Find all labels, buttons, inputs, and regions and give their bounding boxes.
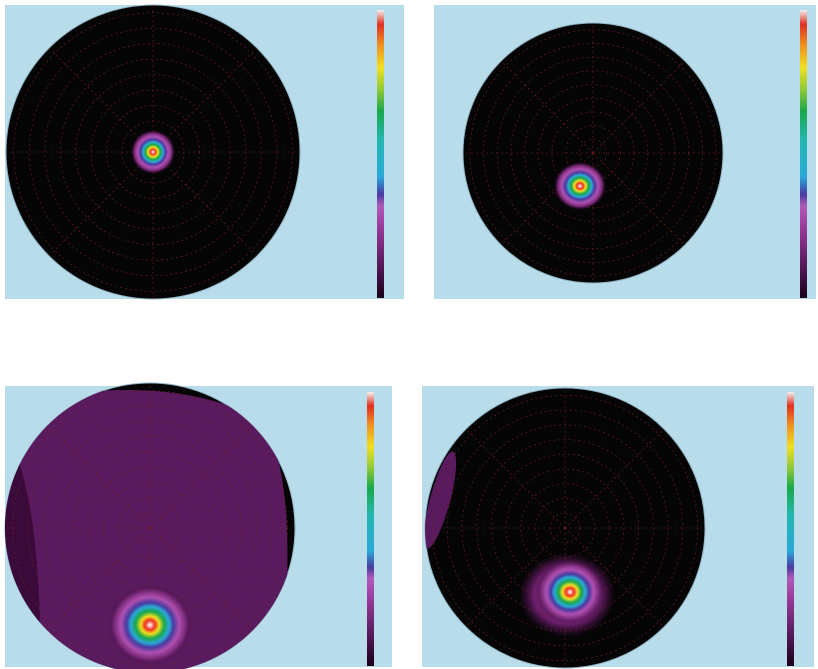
polar-ring bbox=[476, 439, 654, 617]
polar-ring bbox=[537, 97, 649, 209]
polar-ring bbox=[75, 74, 231, 230]
polar-ring bbox=[44, 43, 262, 261]
polar-ring bbox=[59, 58, 247, 246]
polar-ring bbox=[520, 483, 610, 573]
color-bar bbox=[377, 10, 384, 298]
polar-spoke bbox=[47, 527, 151, 631]
polar-spoke bbox=[47, 425, 151, 529]
intensity-spot bbox=[108, 585, 192, 665]
intensity-wash-area bbox=[425, 451, 457, 549]
polar-ring bbox=[524, 84, 662, 222]
polar-spoke bbox=[564, 527, 665, 628]
polar-spoke bbox=[500, 60, 594, 154]
intensity-wash-area bbox=[5, 390, 290, 669]
polar-ring bbox=[535, 498, 595, 558]
intensity-spot bbox=[536, 560, 604, 624]
polar-ring bbox=[549, 512, 581, 544]
polar-spoke bbox=[592, 152, 686, 246]
polar-spoke bbox=[592, 60, 686, 154]
color-bar bbox=[800, 10, 807, 298]
polar-ring bbox=[461, 424, 669, 632]
polar-ring bbox=[446, 409, 684, 647]
intensity-spot bbox=[554, 162, 606, 210]
polar-spoke bbox=[149, 527, 253, 631]
panel bbox=[434, 5, 816, 299]
intensity-wash bbox=[425, 451, 457, 549]
polar-ring bbox=[432, 395, 698, 661]
polar-spoke bbox=[149, 425, 253, 529]
polar-ring bbox=[483, 43, 703, 263]
polar-ring bbox=[28, 27, 278, 277]
polar-spoke bbox=[564, 428, 665, 529]
polar-ring bbox=[13, 12, 293, 292]
panel bbox=[4, 382, 392, 669]
polar-spoke bbox=[465, 428, 566, 529]
color-bar bbox=[787, 392, 794, 666]
panel bbox=[422, 386, 814, 669]
polar-spoke bbox=[465, 527, 566, 628]
polar-ring bbox=[565, 125, 621, 181]
color-bar bbox=[367, 392, 374, 666]
intensity-spot bbox=[131, 130, 175, 174]
polar-ring bbox=[12, 390, 288, 666]
polar-ring bbox=[510, 70, 676, 236]
panel bbox=[5, 4, 404, 300]
polar-ring bbox=[505, 468, 625, 588]
polar-ring bbox=[469, 29, 717, 277]
